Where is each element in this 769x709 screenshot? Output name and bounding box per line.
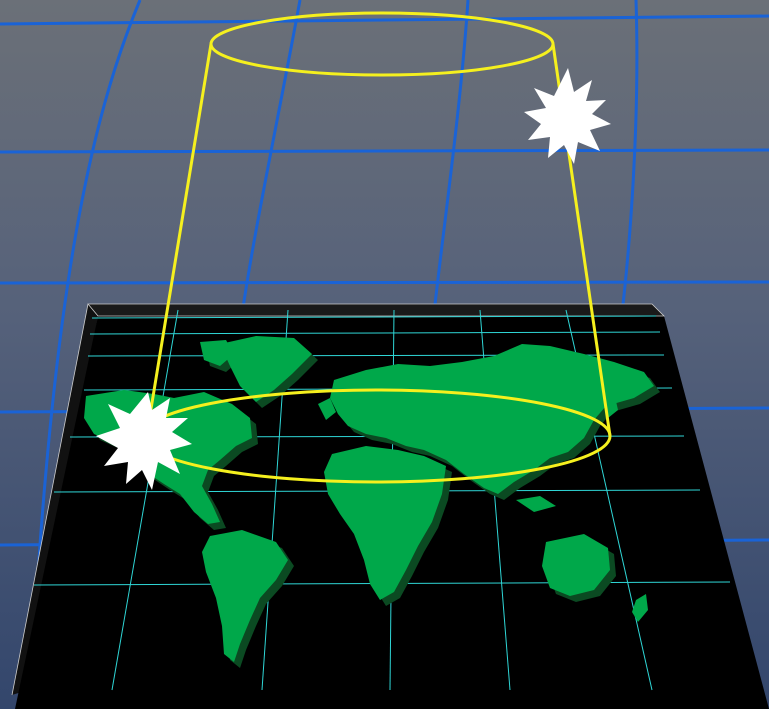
greenland (220, 336, 312, 402)
starburst-icon (524, 68, 611, 164)
nz-island (632, 594, 648, 622)
africa (324, 446, 446, 600)
arctic-islands (200, 340, 234, 366)
south-america (202, 530, 288, 662)
eurasia (330, 344, 654, 494)
uk-island (318, 398, 336, 420)
indonesia-islands (516, 496, 556, 512)
australia (542, 534, 610, 596)
starburst-icon (96, 392, 192, 490)
